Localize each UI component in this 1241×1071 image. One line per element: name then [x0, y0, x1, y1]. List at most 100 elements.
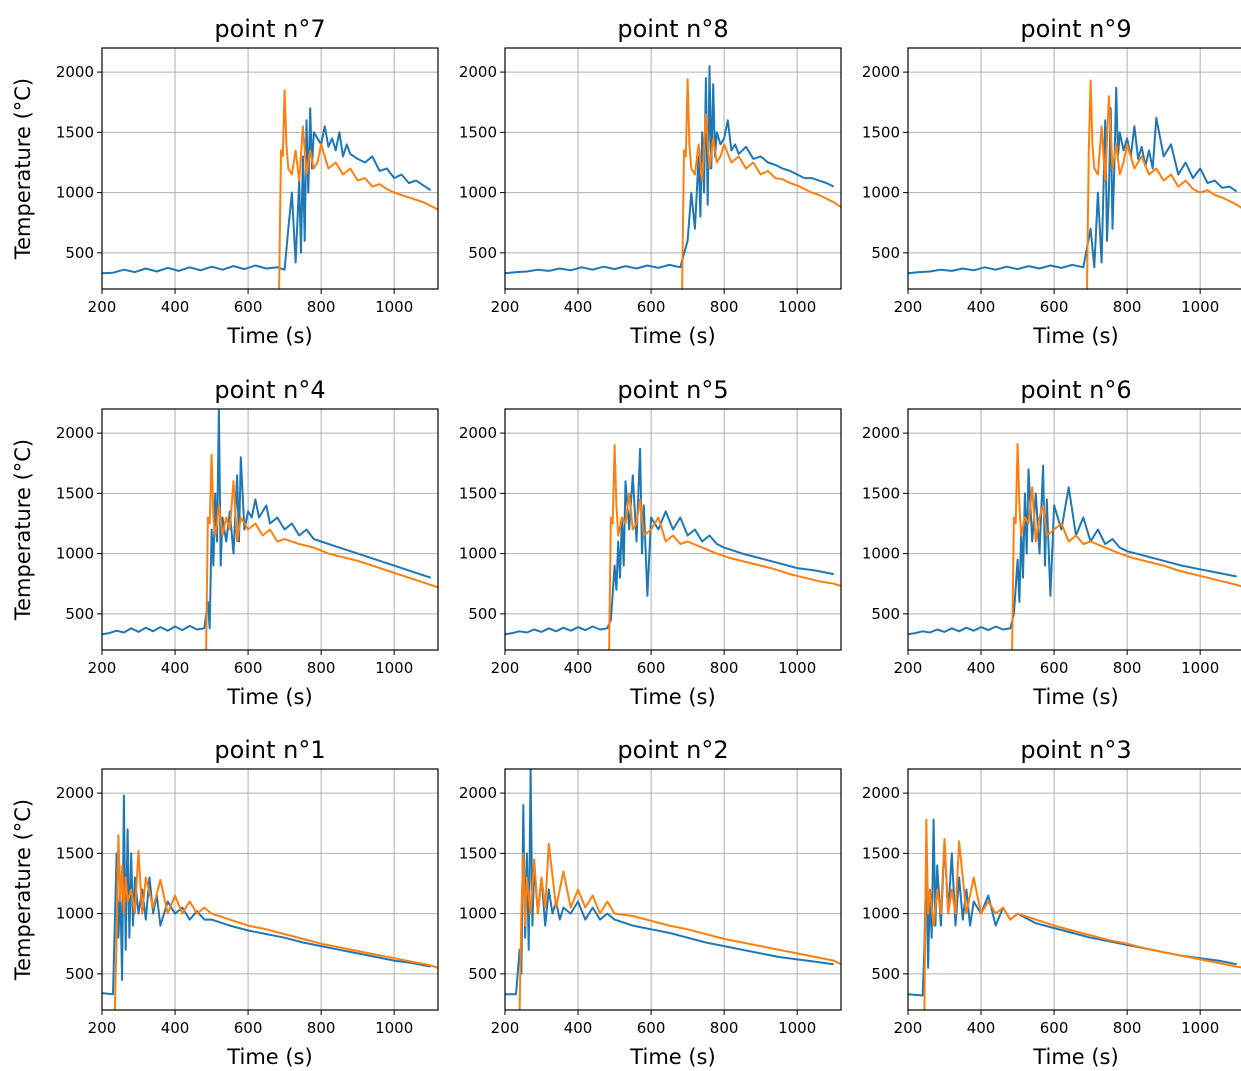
x-tick-label: 1000	[778, 659, 816, 677]
axes-frame	[907, 408, 1241, 651]
x-tick-label: 600	[234, 1019, 263, 1037]
series-line-2	[205, 453, 438, 650]
axes-frame	[101, 408, 439, 651]
y-tick-label: 2000	[862, 784, 900, 802]
x-tick-label: 400	[967, 1019, 996, 1037]
series-line-1	[505, 769, 834, 996]
axes-frame	[907, 47, 1241, 290]
x-tick-label: 800	[710, 1019, 739, 1037]
series-line-2	[681, 78, 841, 289]
x-tick-label: 1000	[375, 659, 413, 677]
y-tick-label: 500	[65, 965, 94, 983]
x-axis-label: Time (s)	[1032, 685, 1118, 709]
y-tick-label: 500	[871, 965, 900, 983]
series-line-1	[102, 409, 432, 636]
y-tick-label: 1000	[862, 184, 900, 202]
x-tick-label: 600	[1040, 298, 1069, 316]
y-tick-label: 2000	[862, 424, 900, 442]
x-axis-label: Time (s)	[226, 1045, 312, 1069]
x-tick-label: 200	[491, 1019, 520, 1037]
subplot-title: point n°3	[1020, 736, 1131, 764]
series-line-1	[908, 86, 1238, 275]
x-axis-label: Time (s)	[1032, 1045, 1118, 1069]
series-line-2	[518, 842, 841, 1010]
y-tick-label: 1000	[56, 905, 94, 923]
x-tick-label: 800	[1113, 659, 1142, 677]
y-tick-label: 1500	[862, 123, 900, 141]
subplot-3: 200 400 600 800 1000 500 1000 1500 2000 point n°9…	[862, 15, 1241, 348]
y-axis-label: Temperature (°C)	[11, 439, 35, 621]
x-tick-label: 400	[161, 659, 190, 677]
series-line-2	[923, 818, 1241, 1010]
subplot-title: point n°4	[214, 376, 325, 404]
x-axis-label: Time (s)	[629, 324, 715, 348]
subplot-8: 200 400 600 800 1000 500 1000 1500 2000 point n°2…	[459, 736, 842, 1069]
y-tick-label: 2000	[56, 784, 94, 802]
y-tick-label: 2000	[862, 63, 900, 81]
x-tick-label: 200	[88, 298, 117, 316]
y-tick-label: 500	[871, 605, 900, 623]
axes-frame	[504, 408, 842, 651]
subplot-9: 200 400 600 800 1000 500 1000 1500 2000 point n°3…	[862, 736, 1241, 1069]
x-tick-label: 200	[88, 1019, 117, 1037]
subplot-6: 200 400 600 800 1000 500 1000 1500 2000 point n°6…	[862, 376, 1241, 709]
subplot-title: point n°5	[617, 376, 728, 404]
subplot-2: 200 400 600 800 1000 500 1000 1500 2000 point n°8…	[459, 15, 842, 348]
x-axis-label: Time (s)	[629, 685, 715, 709]
x-tick-label: 1000	[375, 298, 413, 316]
x-tick-label: 200	[491, 298, 520, 316]
x-tick-label: 200	[894, 1019, 923, 1037]
x-tick-label: 200	[88, 659, 117, 677]
y-tick-label: 500	[468, 244, 497, 262]
y-tick-label: 1000	[56, 184, 94, 202]
y-tick-label: 1500	[459, 844, 497, 862]
y-axis-label: Temperature (°C)	[11, 799, 35, 981]
x-tick-label: 200	[491, 659, 520, 677]
y-tick-label: 1500	[862, 844, 900, 862]
series-line-1	[505, 447, 834, 636]
subplot-title: point n°8	[617, 15, 728, 43]
x-tick-label: 600	[234, 659, 263, 677]
y-tick-label: 500	[468, 605, 497, 623]
y-tick-label: 500	[871, 244, 900, 262]
series-line-2	[278, 89, 438, 289]
subplot-1: 200 400 600 800 1000 500 1000 1500 2000 point n°7…	[11, 15, 439, 348]
y-tick-label: 2000	[459, 424, 497, 442]
x-tick-label: 400	[564, 1019, 593, 1037]
x-tick-label: 800	[710, 298, 739, 316]
x-tick-label: 400	[967, 659, 996, 677]
x-tick-label: 800	[1113, 298, 1142, 316]
y-tick-label: 1000	[56, 545, 94, 563]
x-tick-label: 1000	[1181, 298, 1219, 316]
series-line-2	[1011, 442, 1241, 650]
y-tick-label: 1500	[56, 484, 94, 502]
x-tick-label: 1000	[1181, 1019, 1219, 1037]
x-tick-label: 400	[161, 298, 190, 316]
subplot-title: point n°7	[214, 15, 325, 43]
x-tick-label: 800	[307, 298, 336, 316]
axes-frame	[907, 768, 1241, 1011]
subplot-5: 200 400 600 800 1000 500 1000 1500 2000 point n°5…	[459, 376, 842, 709]
y-axis-label: Temperature (°C)	[11, 78, 35, 260]
x-tick-label: 400	[161, 1019, 190, 1037]
series-line-2	[113, 834, 438, 1010]
x-tick-label: 200	[894, 659, 923, 677]
y-tick-label: 500	[468, 965, 497, 983]
y-tick-label: 1000	[459, 545, 497, 563]
y-tick-label: 500	[65, 244, 94, 262]
x-axis-label: Time (s)	[1032, 324, 1118, 348]
series-line-1	[102, 794, 431, 996]
x-axis-label: Time (s)	[226, 685, 312, 709]
series-line-2	[1086, 79, 1241, 289]
x-tick-label: 600	[637, 1019, 666, 1037]
y-tick-label: 1500	[459, 484, 497, 502]
y-tick-label: 2000	[459, 784, 497, 802]
axes-frame	[101, 768, 439, 1011]
y-tick-label: 1500	[862, 484, 900, 502]
y-tick-label: 1000	[459, 184, 497, 202]
x-tick-label: 1000	[375, 1019, 413, 1037]
x-tick-label: 600	[234, 298, 263, 316]
y-tick-label: 1500	[56, 844, 94, 862]
subplot-7: 200 400 600 800 1000 500 1000 1500 2000 point n°1…	[11, 736, 439, 1069]
